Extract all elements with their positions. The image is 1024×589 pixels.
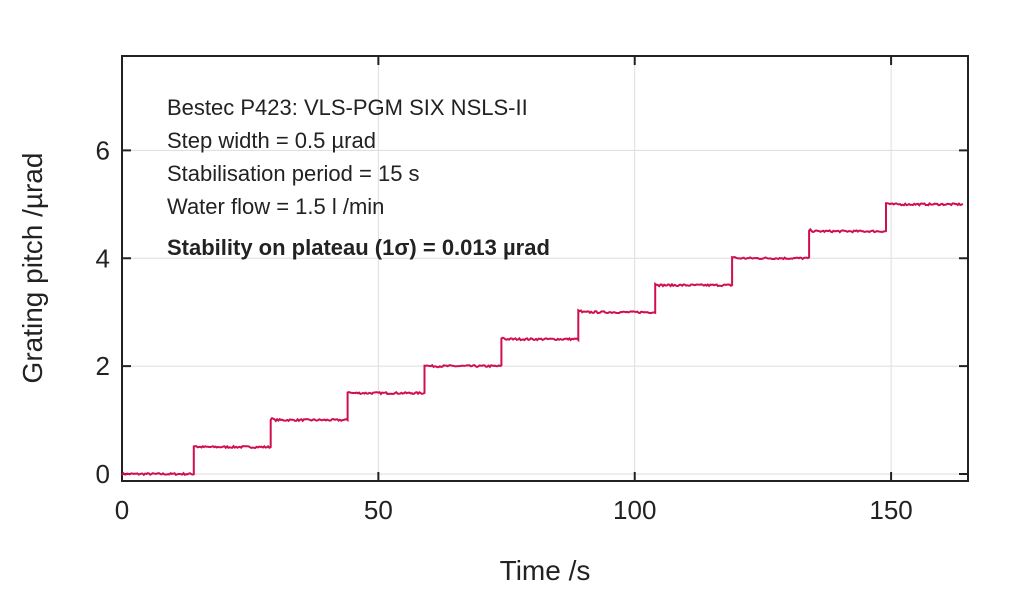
annotation-step-width: Step width = 0.5 µrad (167, 128, 376, 153)
y-axis-label: Grating pitch /µrad (17, 153, 48, 384)
annotation-water-flow: Water flow = 1.5 l /min (167, 194, 384, 219)
annotation-stabilisation: Stabilisation period = 15 s (167, 161, 420, 186)
x-tick-label: 0 (115, 495, 129, 525)
x-tick-label: 150 (869, 495, 912, 525)
y-tick-label: 4 (96, 243, 110, 273)
annotation-instrument: Bestec P423: VLS-PGM SIX NSLS-II (167, 95, 528, 120)
x-axis-label: Time /s (500, 555, 591, 586)
y-tick-label: 2 (96, 351, 110, 381)
y-tick-label: 0 (96, 459, 110, 489)
x-tick-label: 100 (613, 495, 656, 525)
plot-frame (121, 55, 969, 482)
data-series-line (121, 201, 964, 477)
y-tick-label: 6 (96, 135, 110, 165)
x-tick-label: 50 (364, 495, 393, 525)
annotation-stability: Stability on plateau (1σ) = 0.013 µrad (167, 235, 550, 260)
